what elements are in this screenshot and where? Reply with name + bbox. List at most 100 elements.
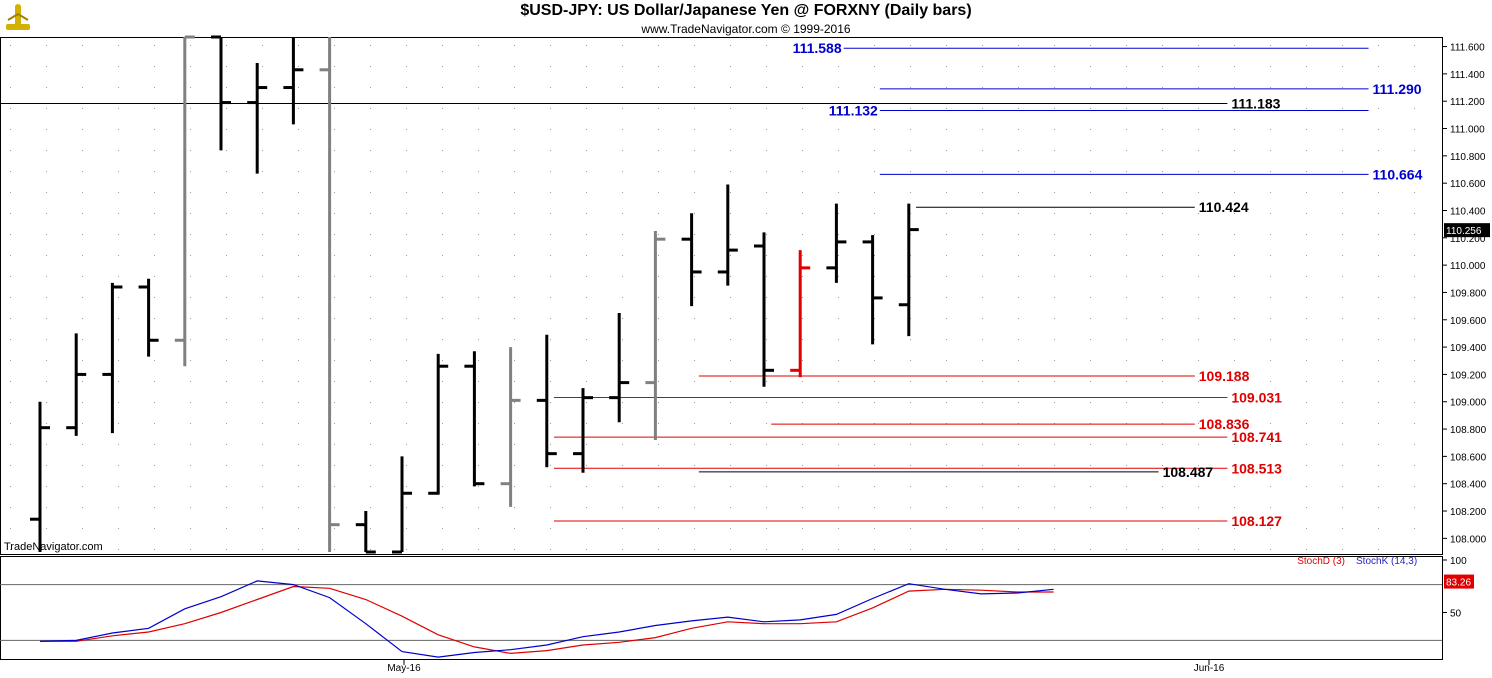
grid-dot <box>190 528 191 529</box>
grid-dot <box>622 234 623 235</box>
grid-dot <box>1378 360 1379 361</box>
y-tick-label: 110.600 <box>1450 179 1486 190</box>
grid-dot <box>1414 423 1415 424</box>
grid-dot <box>370 423 371 424</box>
grid-dot <box>226 444 227 445</box>
grid-dot <box>46 507 47 508</box>
grid-dot <box>1342 66 1343 67</box>
grid-dot <box>910 255 911 256</box>
grid-dot <box>1306 444 1307 445</box>
grid-dot <box>262 192 263 193</box>
grid-dot <box>262 549 263 550</box>
grid-dot <box>190 381 191 382</box>
grid-dot <box>946 66 947 67</box>
grid-dot <box>946 402 947 403</box>
grid-dot <box>190 213 191 214</box>
grid-dot <box>82 66 83 67</box>
grid-dot <box>1090 150 1091 151</box>
grid-dot <box>1162 234 1163 235</box>
grid-dot <box>82 528 83 529</box>
grid-dot <box>10 213 11 214</box>
grid-dot <box>1054 381 1055 382</box>
grid-dot <box>1162 171 1163 172</box>
grid-dot <box>154 171 155 172</box>
tradenavigator-logo-icon <box>6 4 30 30</box>
grid-dot <box>478 45 479 46</box>
grid-dot <box>622 66 623 67</box>
grid-dot <box>802 276 803 277</box>
grid-dot <box>550 66 551 67</box>
grid-dot <box>1306 234 1307 235</box>
grid-dot <box>514 213 515 214</box>
grid-dot <box>1342 45 1343 46</box>
grid-dot <box>226 318 227 319</box>
grid-dot <box>442 507 443 508</box>
grid-dot <box>874 255 875 256</box>
grid-dot <box>622 339 623 340</box>
grid-dot <box>1378 318 1379 319</box>
grid-dot <box>766 87 767 88</box>
grid-dot <box>442 444 443 445</box>
grid-dot <box>1306 318 1307 319</box>
grid-dot <box>406 339 407 340</box>
y-tick-label: 111.600 <box>1450 43 1485 54</box>
grid-dot <box>1234 87 1235 88</box>
grid-dot <box>586 549 587 550</box>
last-price-tag <box>1444 223 1490 238</box>
grid-dot <box>118 87 119 88</box>
grid-dot <box>370 318 371 319</box>
grid-dot <box>1054 297 1055 298</box>
grid-dot <box>298 213 299 214</box>
level-label: 109.188 <box>1199 368 1250 384</box>
grid-dot <box>10 444 11 445</box>
grid-dot <box>298 45 299 46</box>
grid-dot <box>10 108 11 109</box>
grid-dot <box>10 507 11 508</box>
stoch-series-line <box>40 585 1054 655</box>
grid-dot <box>262 129 263 130</box>
grid-dot <box>910 549 911 550</box>
grid-dot <box>1378 234 1379 235</box>
grid-dot <box>730 465 731 466</box>
grid-dot <box>1270 423 1271 424</box>
x-tick-label: Jun-16 <box>1194 663 1225 674</box>
grid-dot <box>1054 66 1055 67</box>
grid-dot <box>406 423 407 424</box>
grid-dot <box>406 297 407 298</box>
grid-dot <box>838 549 839 550</box>
grid-dot <box>658 255 659 256</box>
grid-dot <box>442 528 443 529</box>
grid-dot <box>1306 339 1307 340</box>
grid-dot <box>262 423 263 424</box>
grid-dot <box>1342 339 1343 340</box>
grid-dot <box>766 318 767 319</box>
grid-dot <box>1090 423 1091 424</box>
grid-dot <box>1234 381 1235 382</box>
grid-dot <box>154 45 155 46</box>
grid-dot <box>46 108 47 109</box>
grid-dot <box>1270 66 1271 67</box>
grid-dot <box>838 423 839 424</box>
grid-dot <box>226 423 227 424</box>
grid-dot <box>370 486 371 487</box>
grid-dot <box>1234 255 1235 256</box>
y-tick-label: 110.200 <box>1450 234 1486 245</box>
grid-dot <box>1198 171 1199 172</box>
grid-dot <box>1414 276 1415 277</box>
grid-dot <box>1270 318 1271 319</box>
grid-dot <box>82 171 83 172</box>
grid-dot <box>1018 465 1019 466</box>
grid-dot <box>550 528 551 529</box>
grid-dot <box>874 528 875 529</box>
grid-dot <box>1234 129 1235 130</box>
grid-dot <box>910 423 911 424</box>
grid-dot <box>1342 297 1343 298</box>
grid-dot <box>298 66 299 67</box>
grid-dot <box>298 318 299 319</box>
grid-dot <box>838 528 839 529</box>
grid-dot <box>982 192 983 193</box>
grid-dot <box>838 150 839 151</box>
grid-dot <box>874 465 875 466</box>
grid-dot <box>190 318 191 319</box>
grid-dot <box>1198 381 1199 382</box>
